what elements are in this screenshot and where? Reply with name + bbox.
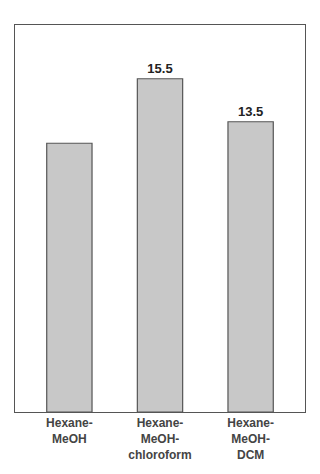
svg-text:Hexane-MeOH-chloroform: Hexane-MeOH-chloroform xyxy=(128,416,191,461)
svg-text:15.5: 15.5 xyxy=(147,61,172,76)
svg-text:13.5: 13.5 xyxy=(238,104,263,119)
svg-text:Hexane-MeOH: Hexane-MeOH xyxy=(46,416,93,446)
svg-text:Hexane-MeOH-DCM: Hexane-MeOH-DCM xyxy=(227,416,274,461)
